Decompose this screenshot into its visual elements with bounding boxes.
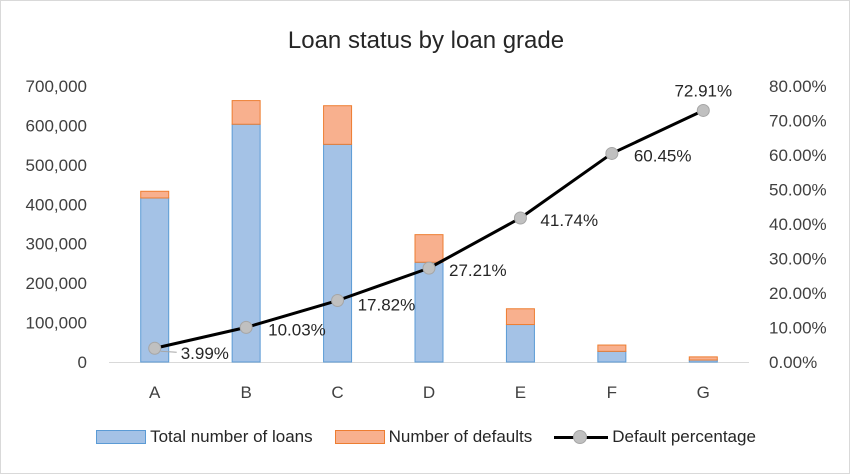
legend-swatch-defaults xyxy=(334,430,385,444)
bar-total-loans xyxy=(597,350,627,363)
right-axis-tick-label: 50.00% xyxy=(769,181,827,200)
line-point-marker xyxy=(239,320,253,334)
right-axis-tick-label: 20.00% xyxy=(769,284,827,303)
left-axis-tick-label: 500,000 xyxy=(26,156,87,175)
x-axis-tick-label: F xyxy=(607,383,617,402)
legend-label-loans: Total number of loans xyxy=(150,427,313,446)
bar-defaults xyxy=(323,105,353,145)
data-label: 17.82% xyxy=(358,296,416,315)
bar-defaults xyxy=(140,190,170,199)
x-axis-tick-label: B xyxy=(240,383,251,402)
data-label-leader-line xyxy=(160,350,177,353)
legend-item-percentage: Default percentage xyxy=(554,427,756,447)
legend-item-loans: Total number of loans xyxy=(96,427,313,447)
right-axis-tick-label: 60.00% xyxy=(769,146,827,165)
legend-swatch-loans xyxy=(96,430,147,444)
left-axis-tick-label: 200,000 xyxy=(26,274,87,293)
legend-label-defaults: Number of defaults xyxy=(388,427,533,446)
bar-defaults xyxy=(505,308,535,326)
x-axis-tick-label: D xyxy=(423,383,435,402)
left-axis-tick-label: 100,000 xyxy=(26,314,87,333)
line-point-marker xyxy=(605,146,619,160)
left-axis-tick-label: 700,000 xyxy=(26,77,87,96)
x-axis-tick-label: E xyxy=(515,383,526,402)
bar-defaults xyxy=(597,344,627,352)
data-label: 41.74% xyxy=(540,211,598,230)
left-axis-tick-label: 400,000 xyxy=(26,195,87,214)
line-point-marker xyxy=(148,341,162,355)
left-axis-tick-label: 300,000 xyxy=(26,235,87,254)
bar-total-loans xyxy=(140,197,170,363)
bar-total-loans xyxy=(505,324,535,363)
right-axis-tick-label: 0.00% xyxy=(769,353,817,372)
right-axis-tick-label: 80.00% xyxy=(769,77,827,96)
legend: Total number of loans Number of defaults… xyxy=(1,427,849,447)
bar-defaults xyxy=(688,356,718,361)
x-axis-tick-label: G xyxy=(697,383,710,402)
left-axis-tick-label: 0 xyxy=(78,353,87,372)
data-label: 10.03% xyxy=(268,320,326,339)
line-point-marker xyxy=(513,211,527,225)
right-axis-tick-label: 70.00% xyxy=(769,112,827,131)
bar-defaults xyxy=(231,100,261,125)
bar-total-loans xyxy=(323,143,353,363)
x-axis-tick-label: A xyxy=(149,383,161,402)
legend-label-percentage: Default percentage xyxy=(612,427,756,446)
line-point-marker xyxy=(422,261,436,275)
right-axis-tick-label: 40.00% xyxy=(769,215,827,234)
data-label: 72.91% xyxy=(674,81,732,100)
right-axis-tick-label: 30.00% xyxy=(769,250,827,269)
legend-item-defaults: Number of defaults xyxy=(334,427,533,447)
data-label: 60.45% xyxy=(634,146,692,165)
line-point-marker xyxy=(696,103,710,117)
bar-total-loans xyxy=(414,261,444,363)
left-axis-tick-label: 600,000 xyxy=(26,116,87,135)
data-label: 27.21% xyxy=(449,261,507,280)
right-axis-tick-label: 10.00% xyxy=(769,319,827,338)
data-label: 3.99% xyxy=(181,344,229,363)
x-axis-tick-label: C xyxy=(331,383,343,402)
line-point-marker xyxy=(331,294,345,308)
legend-line-marker xyxy=(554,430,609,444)
chart-title: Loan status by loan grade xyxy=(287,27,565,54)
bar-defaults xyxy=(414,234,444,263)
